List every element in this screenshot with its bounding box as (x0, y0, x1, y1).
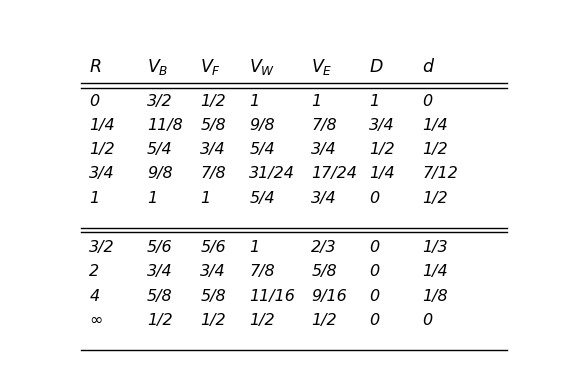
Text: 2/3: 2/3 (312, 240, 337, 255)
Text: 1: 1 (89, 191, 100, 206)
Text: 1: 1 (249, 94, 260, 109)
Text: 7/12: 7/12 (422, 166, 458, 181)
Text: 1/2: 1/2 (422, 191, 448, 206)
Text: 0: 0 (422, 313, 433, 328)
Text: 7/8: 7/8 (201, 166, 226, 181)
Text: 1/4: 1/4 (369, 166, 395, 181)
Text: 9/8: 9/8 (249, 118, 275, 133)
Text: 1: 1 (147, 191, 157, 206)
Text: 7/8: 7/8 (249, 264, 275, 279)
Text: 5/8: 5/8 (147, 289, 172, 304)
Text: 9/16: 9/16 (312, 289, 347, 304)
Text: 5/6: 5/6 (147, 240, 172, 255)
Text: 0: 0 (369, 191, 379, 206)
Text: 1/2: 1/2 (147, 313, 172, 328)
Text: 1/4: 1/4 (422, 118, 448, 133)
Text: ∞: ∞ (89, 313, 103, 328)
Text: $\mathit{V}_{\mathit{F}}$: $\mathit{V}_{\mathit{F}}$ (201, 57, 221, 77)
Text: 1/2: 1/2 (201, 94, 226, 109)
Text: 3/4: 3/4 (147, 264, 172, 279)
Text: 5/8: 5/8 (201, 289, 226, 304)
Text: 3/4: 3/4 (89, 166, 115, 181)
Text: 2: 2 (89, 264, 100, 279)
Text: 1/2: 1/2 (89, 142, 115, 157)
Text: 5/8: 5/8 (312, 264, 337, 279)
Text: 1: 1 (201, 191, 210, 206)
Text: 3/4: 3/4 (312, 142, 337, 157)
Text: 3/2: 3/2 (89, 240, 115, 255)
Text: $\mathit{V}_{\mathit{E}}$: $\mathit{V}_{\mathit{E}}$ (312, 57, 333, 77)
Text: 1/3: 1/3 (422, 240, 448, 255)
Text: 0: 0 (369, 289, 379, 304)
Text: 1/2: 1/2 (369, 142, 395, 157)
Text: 5/4: 5/4 (147, 142, 172, 157)
Text: 1: 1 (312, 94, 321, 109)
Text: 3/4: 3/4 (201, 264, 226, 279)
Text: 11/16: 11/16 (249, 289, 295, 304)
Text: 0: 0 (369, 313, 379, 328)
Text: 3/4: 3/4 (201, 142, 226, 157)
Text: $\mathit{R}$: $\mathit{R}$ (89, 58, 102, 76)
Text: 7/8: 7/8 (312, 118, 337, 133)
Text: 11/8: 11/8 (147, 118, 183, 133)
Text: 1: 1 (249, 240, 260, 255)
Text: 1/2: 1/2 (201, 313, 226, 328)
Text: 4: 4 (89, 289, 100, 304)
Text: 5/8: 5/8 (201, 118, 226, 133)
Text: 31/24: 31/24 (249, 166, 295, 181)
Text: 0: 0 (422, 94, 433, 109)
Text: 5/6: 5/6 (201, 240, 226, 255)
Text: 5/4: 5/4 (249, 142, 275, 157)
Text: 17/24: 17/24 (312, 166, 358, 181)
Text: 1: 1 (369, 94, 379, 109)
Text: 0: 0 (89, 94, 100, 109)
Text: 0: 0 (369, 240, 379, 255)
Text: 1/4: 1/4 (422, 264, 448, 279)
Text: $\mathit{V}_{\mathit{W}}$: $\mathit{V}_{\mathit{W}}$ (249, 57, 276, 77)
Text: 1/4: 1/4 (89, 118, 115, 133)
Text: 1/2: 1/2 (422, 142, 448, 157)
Text: 3/4: 3/4 (312, 191, 337, 206)
Text: 1/2: 1/2 (249, 313, 275, 328)
Text: $\mathit{d}$: $\mathit{d}$ (422, 58, 435, 76)
Text: 3/2: 3/2 (147, 94, 172, 109)
Text: $\mathit{V}_{\mathit{B}}$: $\mathit{V}_{\mathit{B}}$ (147, 57, 168, 77)
Text: 0: 0 (369, 264, 379, 279)
Text: 3/4: 3/4 (369, 118, 395, 133)
Text: 1/2: 1/2 (312, 313, 337, 328)
Text: 5/4: 5/4 (249, 191, 275, 206)
Text: $\mathit{D}$: $\mathit{D}$ (369, 58, 384, 76)
Text: 1/8: 1/8 (422, 289, 448, 304)
Text: 9/8: 9/8 (147, 166, 172, 181)
